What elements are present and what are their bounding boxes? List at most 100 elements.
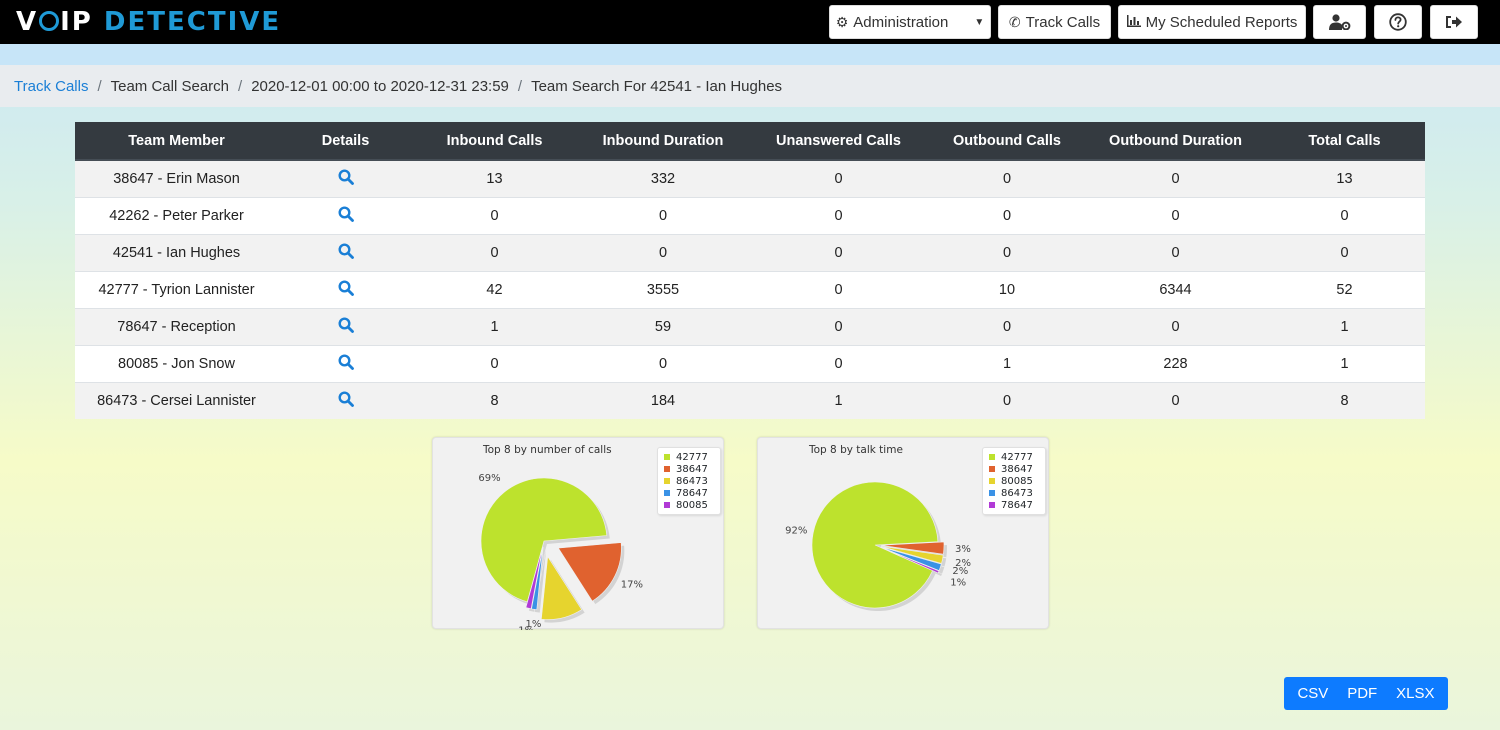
cell-details — [278, 196, 413, 234]
top-navbar: V IP DETECTIVE ⚙ Administration ▼ ✆ Track… — [0, 0, 1500, 44]
pie-slice-86473[interactable] — [880, 546, 942, 571]
details-search-icon[interactable] — [337, 169, 354, 189]
cell-outbound-calls: 10 — [927, 270, 1087, 308]
cell-inbound-calls: 0 — [413, 196, 576, 234]
help-button[interactable] — [1374, 5, 1422, 39]
cell-team-member: 42541 - Ian Hughes — [75, 233, 278, 271]
pie-slice-42777[interactable] — [811, 481, 939, 609]
pie-data-label: 2% — [955, 558, 971, 569]
export-pdf-button[interactable]: PDF — [1347, 685, 1378, 702]
cell-outbound-calls: 0 — [927, 233, 1087, 271]
sign-out-icon — [1446, 16, 1462, 28]
pie-slice-42777[interactable] — [480, 477, 608, 603]
chart-calls-count: 69%17%11%1%1% Top 8 by number of calls 4… — [432, 437, 724, 630]
legend-item[interactable]: 86473 — [664, 475, 714, 487]
details-search-icon[interactable] — [337, 279, 354, 300]
pie-slice-86473[interactable] — [541, 555, 583, 620]
legend-swatch — [664, 490, 670, 496]
cell-inbound-duration: 0 — [576, 233, 750, 271]
table-row: 42541 - Ian Hughes 0 0 0 0 0 0 — [75, 233, 1425, 271]
caret-down-icon: ▼ — [974, 16, 985, 28]
user-cog-icon — [1328, 14, 1350, 30]
pie-slice-38647[interactable] — [880, 541, 945, 555]
pie-chart-talk-time: 92%3%2%2%1% — [785, 481, 971, 612]
user-settings-button[interactable] — [1313, 5, 1366, 39]
logout-button[interactable] — [1430, 5, 1478, 39]
table-row: 78647 - Reception 1 59 0 0 0 1 — [75, 307, 1425, 345]
track-calls-button[interactable]: ✆ Track Calls — [998, 5, 1111, 39]
scheduled-reports-button[interactable]: My Scheduled Reports — [1118, 5, 1306, 39]
cell-details — [278, 344, 413, 382]
cell-team-member: 42777 - Tyrion Lannister — [75, 270, 278, 308]
cell-unanswered-calls: 0 — [750, 233, 927, 271]
scheduled-reports-label: My Scheduled Reports — [1145, 13, 1298, 31]
table-row: 38647 - Erin Mason 13 332 0 0 0 13 — [75, 159, 1425, 197]
cogs-icon: ⚙ — [835, 13, 849, 30]
legend-item[interactable]: 42777 — [989, 451, 1039, 463]
header-total-calls[interactable]: Total Calls — [1264, 122, 1425, 161]
cell-total-calls: 0 — [1264, 196, 1425, 234]
legend-label: 38647 — [676, 463, 708, 475]
pie-slice-80085[interactable] — [880, 545, 944, 564]
cell-inbound-duration: 184 — [576, 381, 750, 419]
header-unanswered-calls[interactable]: Unanswered Calls — [750, 122, 927, 161]
legend-item[interactable]: 78647 — [664, 487, 714, 499]
details-search-icon[interactable] — [337, 316, 354, 337]
cell-details — [278, 159, 413, 197]
cell-details — [278, 233, 413, 271]
cell-unanswered-calls: 0 — [750, 344, 927, 382]
team-calls-table: Team Member Details Inbound Calls Inboun… — [75, 122, 1425, 419]
pie-chart-calls-count: 69%17%11%1%1% — [478, 473, 643, 630]
export-button-group: CSV PDF XLSX — [1284, 677, 1448, 710]
breadcrumb-team-search: Team Search For 42541 - Ian Hughes — [531, 77, 783, 95]
breadcrumb-separator: / — [517, 77, 523, 95]
voip-detective-logo[interactable]: V IP DETECTIVE — [16, 5, 281, 39]
cell-team-member: 78647 - Reception — [75, 307, 278, 345]
cell-outbound-calls: 1 — [927, 344, 1087, 382]
details-search-icon[interactable] — [337, 242, 354, 263]
breadcrumb-separator: / — [97, 77, 102, 95]
legend-item[interactable]: 86473 — [989, 487, 1039, 499]
details-search-icon[interactable] — [337, 391, 354, 411]
cell-outbound-duration: 0 — [1087, 381, 1264, 419]
export-csv-button[interactable]: CSV — [1297, 685, 1329, 702]
header-inbound-calls[interactable]: Inbound Calls — [413, 122, 576, 161]
pie-slice-80085[interactable] — [525, 546, 543, 610]
cell-total-calls: 13 — [1264, 159, 1425, 197]
legend-item[interactable]: 42777 — [664, 451, 714, 463]
cell-team-member: 80085 - Jon Snow — [75, 344, 278, 382]
cell-team-member: 86473 - Cersei Lannister — [75, 381, 278, 419]
header-inbound-duration[interactable]: Inbound Duration — [576, 122, 750, 161]
header-outbound-duration[interactable]: Outbound Duration — [1087, 122, 1264, 161]
pie-data-label: 17% — [621, 579, 643, 590]
pie-slice-78647[interactable] — [531, 546, 544, 610]
table-row: 42262 - Peter Parker 0 0 0 0 0 0 — [75, 196, 1425, 234]
header-details[interactable]: Details — [278, 122, 413, 161]
cell-inbound-calls: 13 — [413, 159, 576, 197]
header-outbound-calls[interactable]: Outbound Calls — [927, 122, 1087, 161]
logo-text-ip: IP — [60, 7, 93, 37]
legend-item[interactable]: 80085 — [664, 499, 714, 511]
pie-slice-78647[interactable] — [880, 547, 940, 574]
question-circle-icon — [1389, 13, 1407, 31]
details-search-icon[interactable] — [337, 205, 354, 226]
bar-chart-icon — [1126, 14, 1141, 30]
administration-dropdown[interactable]: ⚙ Administration ▼ — [829, 5, 991, 39]
cell-outbound-duration: 0 — [1087, 307, 1264, 345]
table-header-row: Team Member Details Inbound Calls Inboun… — [75, 122, 1425, 161]
details-search-icon[interactable] — [337, 353, 354, 374]
header-team-member[interactable]: Team Member — [75, 122, 278, 161]
legend-item[interactable]: 38647 — [989, 463, 1039, 475]
sub-navbar — [0, 44, 1500, 65]
legend-item[interactable]: 38647 — [664, 463, 714, 475]
legend-swatch — [664, 502, 670, 508]
breadcrumb-track-calls-link[interactable]: Track Calls — [14, 77, 89, 95]
breadcrumb-separator: / — [238, 77, 243, 95]
export-xlsx-button[interactable]: XLSX — [1396, 685, 1435, 702]
legend-item[interactable]: 78647 — [989, 499, 1039, 511]
legend-swatch — [989, 478, 995, 484]
cell-unanswered-calls: 0 — [750, 196, 927, 234]
chart-legend: 42777 38647 80085 86473 78647 — [982, 447, 1046, 515]
legend-item[interactable]: 80085 — [989, 475, 1039, 487]
pie-slice-38647[interactable] — [557, 542, 622, 602]
